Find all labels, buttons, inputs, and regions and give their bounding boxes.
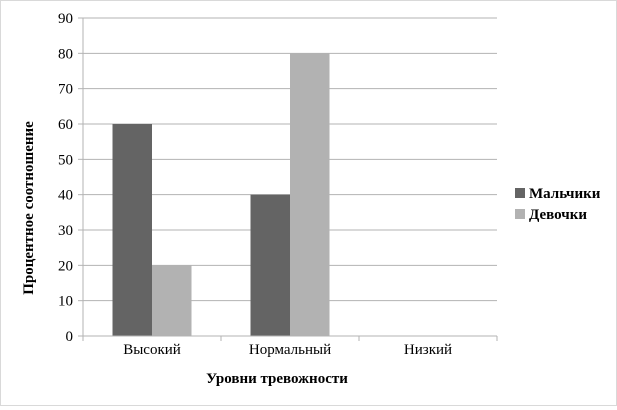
y-tick-label: 60 [58, 117, 73, 133]
legend-label-girls: Девочки [529, 207, 587, 223]
y-tick-label: 80 [58, 46, 73, 62]
bar [290, 53, 330, 336]
x-tick-labels: Высокий Нормальный Низкий [123, 342, 452, 358]
legend-swatch-boys [515, 188, 525, 198]
y-tick-label: 70 [58, 82, 73, 98]
legend: Мальчики Девочки [515, 186, 601, 223]
y-axis-title: Процентное соотношение [21, 121, 37, 295]
y-tick-label: 50 [58, 152, 73, 168]
y-tick-label: 0 [66, 329, 74, 345]
y-tick-label: 40 [58, 188, 73, 204]
bar [250, 194, 290, 336]
y-tick-label: 20 [58, 258, 73, 274]
y-tick-label: 90 [58, 11, 73, 27]
y-tick-labels: 0 10 20 30 40 50 60 70 80 90 [58, 11, 73, 345]
bar [112, 124, 152, 336]
x-tick-label: Низкий [404, 342, 452, 358]
bar [152, 265, 192, 336]
x-tick-label: Нормальный [249, 342, 331, 358]
y-tick-label: 10 [58, 294, 73, 310]
y-tick-label: 30 [58, 223, 73, 239]
legend-swatch-girls [515, 209, 525, 219]
bars [112, 53, 330, 336]
x-tick-label: Высокий [123, 342, 181, 358]
x-axis-title: Уровни тревожности [206, 371, 348, 387]
legend-label-boys: Мальчики [529, 186, 601, 202]
axes [78, 17, 498, 341]
